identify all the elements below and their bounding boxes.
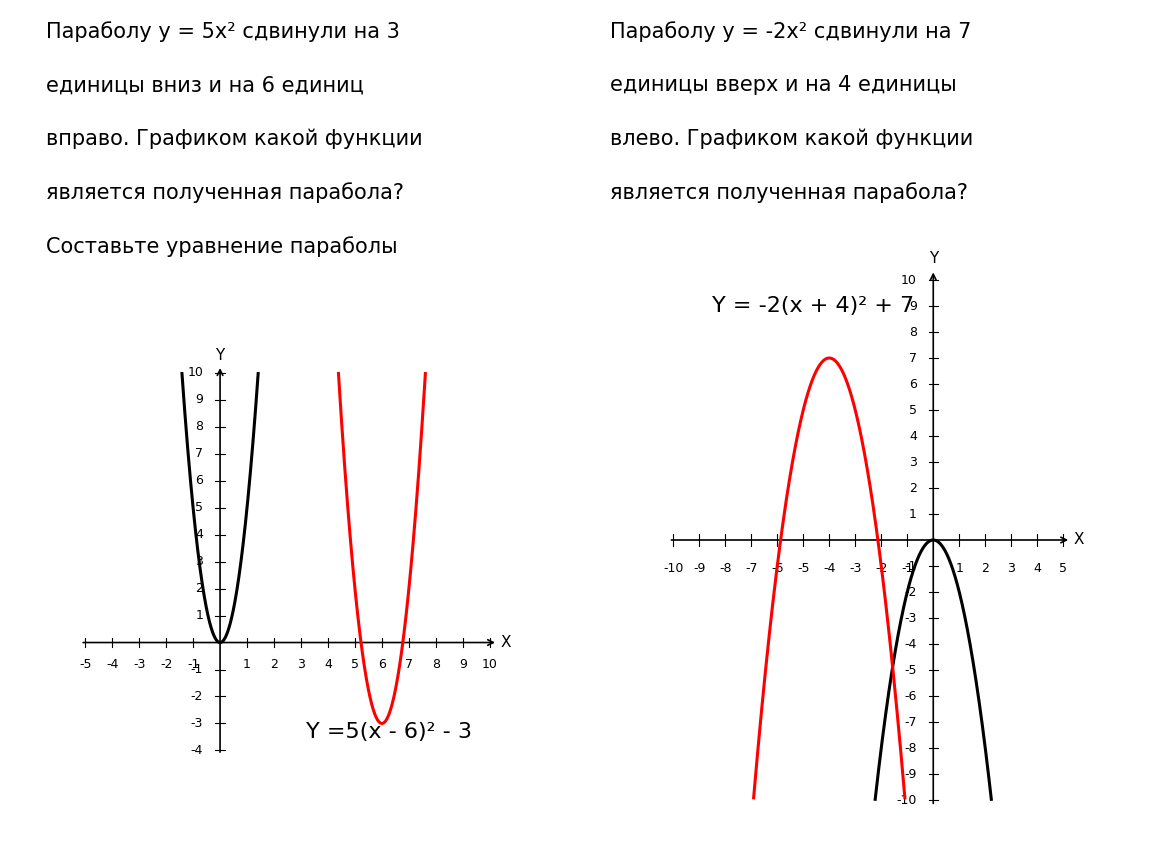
Text: X: X — [500, 635, 511, 650]
Text: 4: 4 — [908, 429, 917, 442]
Text: -6: -6 — [905, 689, 917, 702]
Text: -3: -3 — [905, 612, 917, 625]
Text: влево. Графиком какой функции: влево. Графиком какой функции — [610, 129, 973, 149]
Text: 8: 8 — [908, 326, 917, 339]
Text: 5: 5 — [908, 403, 917, 416]
Text: 4: 4 — [324, 658, 332, 671]
Text: -1: -1 — [905, 560, 917, 573]
Text: -3: -3 — [849, 562, 861, 575]
Text: 9: 9 — [459, 658, 467, 671]
Text: -8: -8 — [904, 741, 917, 754]
Text: -7: -7 — [745, 562, 758, 575]
Text: 2: 2 — [270, 658, 278, 671]
Text: 1: 1 — [908, 507, 917, 520]
Text: является полученная парабола?: является полученная парабола? — [610, 182, 967, 203]
Text: -10: -10 — [897, 793, 917, 806]
Text: -7: -7 — [904, 715, 917, 728]
Text: -1: -1 — [902, 562, 913, 575]
Text: Y =5(x - 6)² - 3: Y =5(x - 6)² - 3 — [306, 722, 473, 742]
Text: 3: 3 — [297, 658, 305, 671]
Text: 6: 6 — [196, 474, 204, 487]
Text: 8: 8 — [196, 420, 204, 433]
Text: -2: -2 — [160, 658, 172, 671]
Text: 2: 2 — [981, 562, 989, 575]
Text: 3: 3 — [908, 455, 917, 468]
Text: -4: -4 — [106, 658, 118, 671]
Text: 10: 10 — [900, 274, 917, 287]
Text: 3: 3 — [196, 555, 204, 569]
Text: 2: 2 — [196, 582, 204, 595]
Text: -2: -2 — [191, 690, 204, 703]
Text: -9: -9 — [693, 562, 705, 575]
Text: 4: 4 — [196, 528, 204, 541]
Text: -6: -6 — [770, 562, 783, 575]
Text: Составьте уравнение параболы: Составьте уравнение параболы — [46, 236, 398, 257]
Text: -4: -4 — [823, 562, 835, 575]
Text: -10: -10 — [664, 562, 683, 575]
Text: 7: 7 — [908, 352, 917, 365]
Text: Y: Y — [929, 251, 938, 266]
Text: 4: 4 — [1034, 562, 1041, 575]
Text: -5: -5 — [79, 658, 92, 671]
Text: -8: -8 — [719, 562, 731, 575]
Text: -4: -4 — [191, 744, 204, 757]
Text: единицы вверх и на 4 единицы: единицы вверх и на 4 единицы — [610, 75, 957, 95]
Text: 6: 6 — [378, 658, 386, 671]
Text: вправо. Графиком какой функции: вправо. Графиком какой функции — [46, 129, 423, 149]
Text: 6: 6 — [908, 378, 917, 391]
Text: единицы вниз и на 6 единиц: единицы вниз и на 6 единиц — [46, 75, 363, 95]
Text: -1: -1 — [187, 658, 199, 671]
Text: Параболу y = -2x² сдвинули на 7: Параболу y = -2x² сдвинули на 7 — [610, 22, 971, 42]
Text: 10: 10 — [187, 366, 204, 379]
Text: 1: 1 — [956, 562, 964, 575]
Text: 8: 8 — [432, 658, 439, 671]
Text: -1: -1 — [191, 663, 204, 676]
Text: 1: 1 — [243, 658, 251, 671]
Text: 2: 2 — [908, 481, 917, 494]
Text: -5: -5 — [904, 664, 917, 677]
Text: является полученная парабола?: является полученная парабола? — [46, 182, 404, 203]
Text: -9: -9 — [905, 767, 917, 780]
Text: X: X — [1073, 532, 1084, 548]
Text: 9: 9 — [908, 300, 917, 313]
Text: 7: 7 — [405, 658, 413, 671]
Text: -3: -3 — [191, 717, 204, 730]
Text: -4: -4 — [905, 638, 917, 651]
Text: Параболу y = 5x² сдвинули на 3: Параболу y = 5x² сдвинули на 3 — [46, 22, 400, 42]
Text: -3: -3 — [133, 658, 145, 671]
Text: Y = -2(x + 4)² + 7: Y = -2(x + 4)² + 7 — [712, 296, 914, 316]
Text: 5: 5 — [196, 501, 204, 514]
Text: 10: 10 — [482, 658, 498, 671]
Text: 5: 5 — [1059, 562, 1067, 575]
Text: -2: -2 — [905, 586, 917, 599]
Text: 5: 5 — [351, 658, 359, 671]
Text: 7: 7 — [196, 448, 204, 461]
Text: 1: 1 — [196, 609, 204, 622]
Text: Y: Y — [215, 348, 224, 363]
Text: 3: 3 — [1007, 562, 1015, 575]
Text: -5: -5 — [797, 562, 810, 575]
Text: -2: -2 — [875, 562, 888, 575]
Text: 9: 9 — [196, 393, 204, 406]
